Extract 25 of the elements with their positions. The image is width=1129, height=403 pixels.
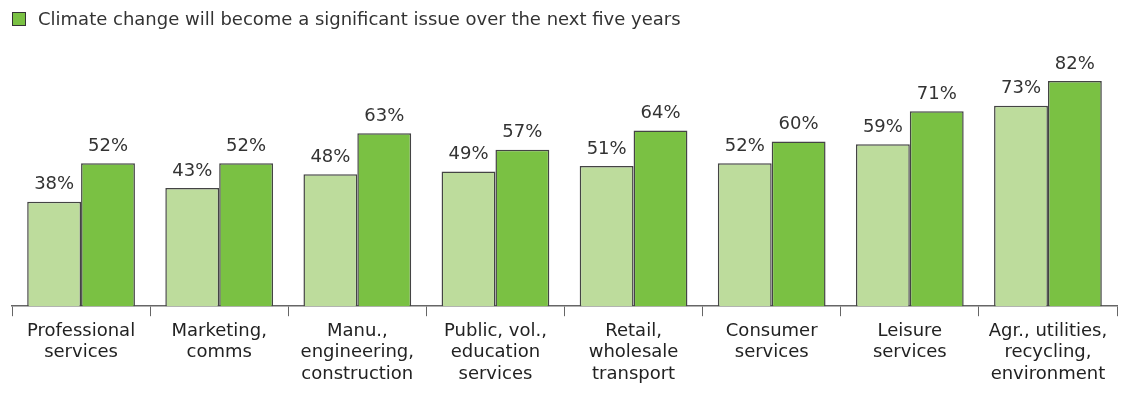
data-label: 52% <box>724 134 765 156</box>
data-label: 48% <box>310 145 351 167</box>
x-tick-label: Retail, wholesale transport <box>588 318 679 383</box>
data-label: 51% <box>586 136 627 158</box>
data-label: 71% <box>916 81 957 103</box>
x-tick-label: Professional services <box>26 318 136 362</box>
x-tick-label: Public, vol., education services <box>444 318 547 383</box>
data-label: 63% <box>364 103 405 125</box>
x-tick-label: Agr., utilities, recycling, environment <box>988 318 1108 383</box>
data-label: 82% <box>1054 51 1095 73</box>
data-label: 73% <box>1001 76 1042 98</box>
data-label: 60% <box>778 112 819 134</box>
data-label: 38% <box>34 172 75 194</box>
data-label: 64% <box>640 101 681 123</box>
data-label: 52% <box>226 134 267 156</box>
x-tick-label: Manu., engineering, construction <box>300 318 415 383</box>
data-label: 52% <box>87 134 128 156</box>
x-tick-label: Leisure services <box>872 318 947 362</box>
x-tick-label: Marketing, comms <box>171 318 267 362</box>
data-label: 43% <box>172 158 213 180</box>
x-tick-label: Consumer services <box>725 318 819 362</box>
data-label: 59% <box>862 114 903 136</box>
legend-label: Climate change will become a significant issue over the next five years <box>38 8 681 29</box>
data-label: 49% <box>448 142 489 164</box>
data-label: 57% <box>502 120 543 142</box>
